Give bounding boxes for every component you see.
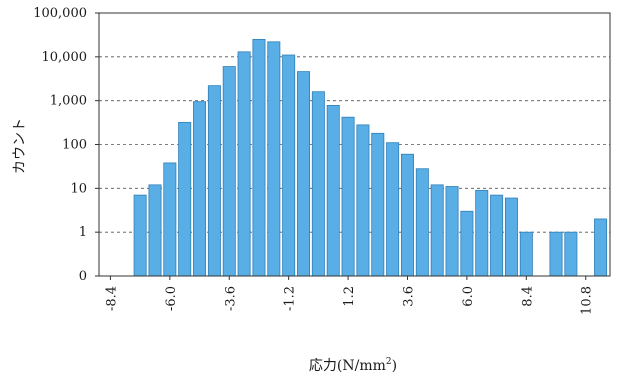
y-tick-label: 100 [62, 138, 87, 153]
y-axis-label: カウント [12, 118, 28, 174]
x-axis-label-superscript: 2 [386, 357, 392, 367]
histogram-bar [133, 194, 147, 277]
histogram-bar [252, 38, 266, 277]
x-tick-label: -8.4 [104, 286, 119, 311]
histogram-bar [430, 184, 444, 277]
histogram-bar [341, 116, 355, 277]
histogram-bar [504, 197, 518, 277]
histogram-bar [237, 51, 251, 277]
x-tick-label: -3.6 [223, 286, 238, 311]
x-tick-label: 3.6 [401, 286, 416, 307]
histogram-bar [178, 121, 192, 277]
histogram-bar [445, 186, 459, 277]
histogram-bar [594, 218, 608, 277]
histogram-bar [415, 168, 429, 277]
histogram-bar [222, 66, 236, 277]
histogram-bar [564, 231, 578, 277]
x-tick-label: 8.4 [520, 286, 535, 307]
histogram-bar [163, 162, 177, 277]
histogram-bar [297, 71, 311, 277]
x-tick-labels: -8.4-6.0-3.6-1.21.23.66.08.410.813.215.6… [104, 276, 595, 315]
histogram-bar [207, 85, 221, 277]
histogram-bar [193, 101, 207, 277]
histogram-bar [371, 132, 385, 277]
histogram-bar [267, 41, 281, 277]
bars [133, 38, 608, 277]
x-tick-label: -1.2 [283, 286, 298, 311]
histogram-bar [311, 91, 325, 277]
histogram-bar [356, 124, 370, 277]
histogram-bar [386, 142, 400, 277]
histogram-bar [400, 153, 414, 277]
y-tick-label: 1,000 [50, 94, 87, 109]
y-tick-label: 10 [70, 181, 87, 196]
x-tick-label: 1.2 [342, 286, 357, 307]
x-tick-label: 6.0 [461, 286, 476, 307]
histogram-bar [475, 189, 489, 277]
y-tick-label: 0 [79, 269, 87, 284]
x-axis-label-main: 応力(N/mm [309, 358, 386, 374]
histogram-bar [460, 210, 474, 277]
x-axis-label-close: ) [392, 358, 397, 374]
y-tick-label: 1 [79, 225, 87, 240]
histogram-bar [282, 54, 296, 277]
x-tick-label: 10.8 [580, 286, 595, 315]
histogram-bar [519, 231, 533, 277]
histogram-bar [549, 231, 563, 277]
histogram-bar [490, 194, 504, 277]
y-tick-label: 100,000 [33, 6, 87, 21]
y-tick-label: 10,000 [42, 50, 88, 65]
x-tick-label: -6.0 [164, 286, 179, 311]
x-axis-label: 応力(N/mm2) [309, 357, 397, 374]
histogram-bar [326, 104, 340, 277]
histogram-bar [148, 184, 162, 277]
